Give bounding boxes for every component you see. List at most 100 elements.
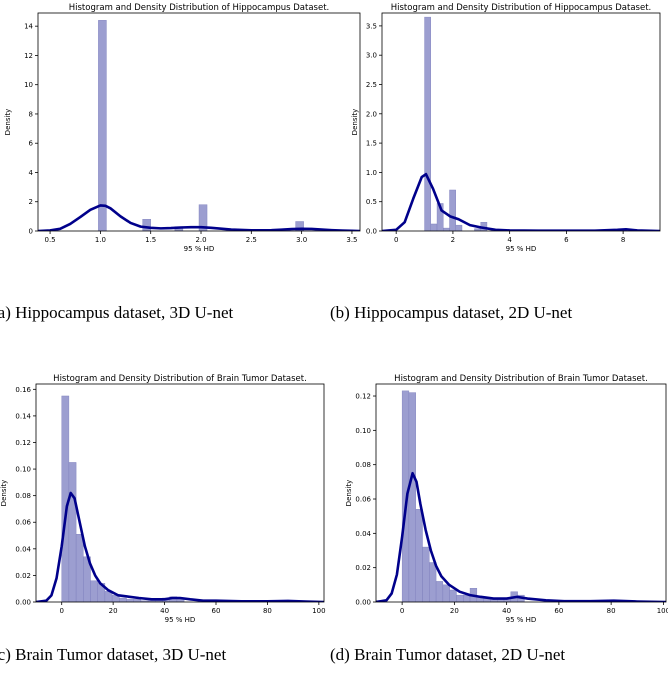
density-curve [376, 471, 666, 602]
caption-c: (c) Brain Tumor dataset, 3D U-net [0, 645, 227, 664]
chart-title: Histogram and Density Distribution of Hi… [69, 3, 330, 13]
y-tick-label: 0.12 [355, 393, 371, 401]
y-tick-label: 0.5 [366, 198, 377, 206]
y-tick-label: 3.5 [366, 22, 377, 30]
y-tick-label: 0.04 [355, 530, 371, 538]
histogram-bar [424, 16, 431, 231]
x-axis-label: 95 % HD [184, 245, 215, 253]
x-tick-label: 80 [263, 607, 272, 615]
x-tick-label: 6 [564, 236, 569, 244]
histogram-bar [90, 580, 98, 602]
y-tick-label: 0.08 [355, 461, 371, 469]
y-tick-label: 12 [24, 52, 33, 60]
histogram-bar [198, 204, 208, 231]
y-tick-label: 6 [29, 140, 34, 148]
y-tick-label: 10 [24, 81, 33, 89]
histogram-bars [424, 16, 627, 231]
x-tick-label: 20 [109, 607, 118, 615]
histogram-bar [422, 546, 430, 602]
x-tick-label: 0.5 [45, 236, 56, 244]
histogram-bar [68, 462, 77, 602]
y-tick-label: 0.0 [366, 228, 377, 236]
x-axis-label: 95 % HD [506, 245, 537, 253]
histogram-bar [456, 594, 464, 602]
y-tick-label: 1.0 [366, 169, 377, 177]
y-tick-label: 2.5 [366, 81, 377, 89]
x-tick-label: 2 [451, 236, 455, 244]
plot-frame [35, 383, 325, 603]
y-tick-label: 0.06 [355, 496, 371, 504]
x-tick-label: 0 [400, 607, 404, 615]
histogram-bar [408, 392, 416, 602]
y-tick-label: 3.0 [366, 52, 377, 60]
histogram-bars [61, 395, 291, 602]
density-curve [36, 491, 324, 602]
histogram-bar [415, 509, 423, 602]
histogram-bar [435, 581, 444, 602]
x-axis-label: 95 % HD [506, 616, 537, 624]
histogram-bars [98, 20, 304, 231]
y-tick-label: 0.06 [15, 519, 31, 527]
chart-title: Histogram and Density Distribution of Hi… [391, 3, 652, 13]
y-tick-label: 8 [29, 110, 33, 118]
histogram-bar [142, 219, 151, 231]
chart-b: 0 2 4 6 8 0.0 0.5 1.0 1.5 2.0 2.5 3.0 3.5 Histogram a… [351, 3, 661, 253]
y-axis-label: Density [0, 480, 8, 507]
histogram-bar [449, 189, 456, 231]
y-tick-label: 0 [29, 228, 33, 236]
y-axis-label: Density [345, 480, 353, 507]
x-tick-label: 4 [507, 236, 512, 244]
y-tick-label: 0.10 [355, 427, 371, 435]
histogram-bar [98, 20, 107, 231]
y-tick-label: 1.5 [366, 140, 377, 148]
x-tick-label: 60 [212, 607, 221, 615]
histogram-bar [449, 589, 457, 602]
histogram-bars [401, 390, 619, 602]
plot-frame [37, 12, 361, 232]
caption-b: (b) Hippocampus dataset, 2D U-net [330, 303, 573, 322]
x-tick-label: 80 [607, 607, 616, 615]
plot-frame [375, 383, 667, 603]
x-tick-label: 0 [394, 236, 398, 244]
y-tick-label: 0.08 [15, 492, 31, 500]
y-tick-label: 0.02 [355, 564, 371, 572]
y-tick-label: 2.0 [366, 110, 377, 118]
x-tick-label: 1.5 [145, 236, 156, 244]
chart-title: Histogram and Density Distribution of Br… [53, 374, 307, 384]
x-tick-label: 100 [312, 607, 325, 615]
x-tick-label: 3.0 [296, 236, 307, 244]
plot-frame [381, 12, 661, 232]
y-tick-label: 0.02 [15, 572, 31, 580]
chart-c: 0 20 40 60 80 100 0.00 0.02 0.04 0.06 0.08 0.10 0.12… [0, 374, 326, 624]
histogram-bar [455, 224, 463, 231]
y-tick-label: 0.16 [15, 386, 31, 394]
histogram-bar [75, 534, 84, 602]
histogram-bar [442, 584, 450, 602]
x-tick-label: 100 [657, 607, 668, 615]
x-tick-label: 20 [450, 607, 459, 615]
density-curve [382, 172, 660, 231]
x-tick-label: 40 [502, 607, 511, 615]
y-tick-label: 0.14 [15, 412, 31, 420]
x-tick-label: 2.0 [195, 236, 206, 244]
y-tick-label: 0.00 [15, 599, 31, 607]
chart-a: 0.5 1.0 1.5 2.0 2.5 3.0 3.5 0 2 4 6 8 10 12 14 Histogra… [4, 3, 361, 253]
y-tick-label: 14 [24, 23, 33, 31]
density-curve [38, 204, 360, 231]
x-tick-label: 40 [160, 607, 169, 615]
y-tick-label: 0.00 [355, 599, 371, 607]
y-tick-label: 0.04 [15, 545, 31, 553]
x-tick-label: 60 [554, 607, 563, 615]
y-tick-label: 0.12 [15, 439, 31, 447]
y-tick-label: 4 [29, 169, 34, 177]
histogram-bar [119, 597, 127, 602]
x-tick-label: 1.0 [95, 236, 106, 244]
histogram-bar [429, 562, 437, 602]
x-tick-label: 3.5 [346, 236, 357, 244]
x-tick-label: 0 [59, 607, 63, 615]
chart-d: 0 20 40 60 80 100 0.00 0.02 0.04 0.06 0.08 0.10 0.12… [345, 374, 668, 624]
histogram-bar [430, 223, 438, 231]
y-tick-label: 2 [29, 198, 33, 206]
chart-title: Histogram and Density Distribution of Br… [394, 374, 648, 384]
